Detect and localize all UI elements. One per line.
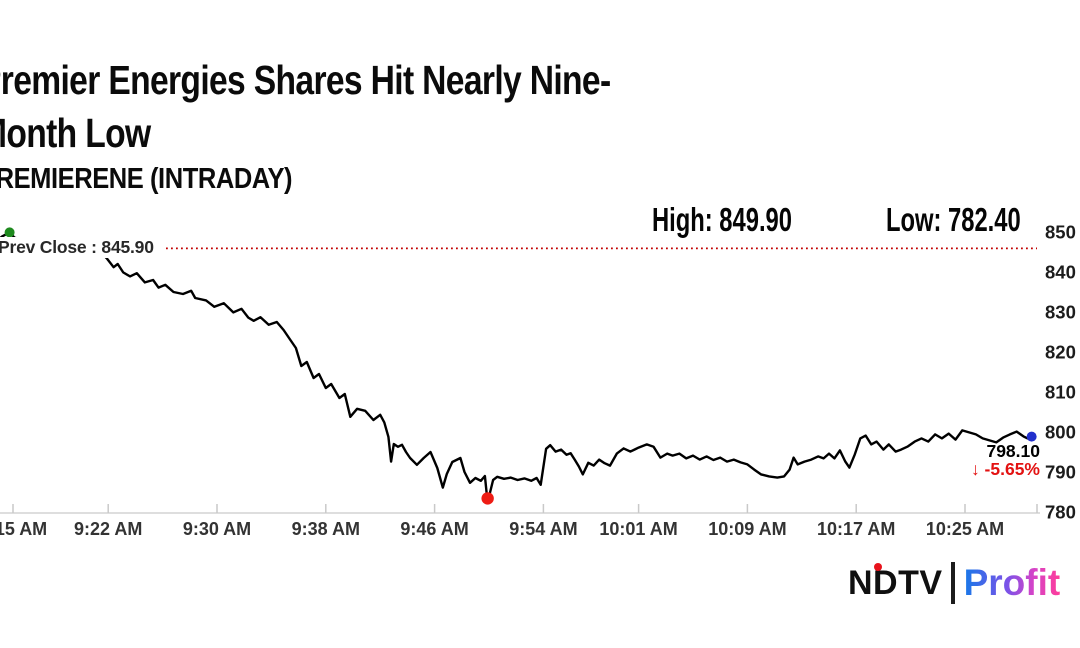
profit-wordmark: Profit	[963, 562, 1061, 603]
low-value-label: Low: 782.40	[886, 201, 1021, 238]
x-tick-label: 9:22 AM	[74, 519, 142, 539]
x-tick-label: 10:09 AM	[708, 519, 786, 539]
x-tick-label: 9:38 AM	[292, 519, 360, 539]
x-tick-label: 10:01 AM	[599, 519, 677, 539]
x-tick-label: 9:15 AM	[0, 519, 47, 539]
logo-divider	[950, 562, 955, 604]
x-tick-label: 10:17 AM	[817, 519, 895, 539]
x-tick-label: 9:46 AM	[400, 519, 468, 539]
y-tick-label: 830	[1045, 302, 1076, 323]
ndtv-red-dot-icon	[874, 563, 882, 571]
y-tick-label: 800	[1045, 422, 1076, 443]
high-value-label: High: 849.90	[652, 201, 792, 238]
x-tick-label: 9:30 AM	[183, 519, 251, 539]
open-marker-dot	[4, 227, 15, 238]
prev-close-label: Prev Close : 845.90	[0, 237, 159, 258]
y-tick-label: 820	[1045, 342, 1076, 363]
stock-symbol: PREMIERENE (INTRADAY)	[0, 163, 293, 195]
last-price-label: 798.10	[986, 441, 1040, 461]
y-tick-label: 850	[1045, 222, 1076, 243]
price-line	[0, 231, 1033, 504]
y-tick-label: 810	[1045, 382, 1076, 403]
y-tick-label: 840	[1045, 262, 1076, 283]
ndtv-profit-logo: NDTV Profit	[848, 560, 1060, 606]
ndtv-wordmark: NDTV	[848, 563, 943, 602]
change-percent-label: ↓ -5.65%	[970, 459, 1040, 479]
low-marker-dot	[481, 492, 494, 505]
last-marker-dot	[1026, 431, 1037, 442]
headline-line1: Premier Energies Shares Hit Nearly Nine-	[0, 57, 611, 103]
y-tick-label: 790	[1045, 462, 1076, 483]
headline-line2: Month Low	[0, 110, 151, 156]
x-tick-label: 9:54 AM	[509, 519, 577, 539]
y-tick-label: 780	[1045, 502, 1076, 523]
x-tick-label: 10:25 AM	[926, 519, 1004, 539]
